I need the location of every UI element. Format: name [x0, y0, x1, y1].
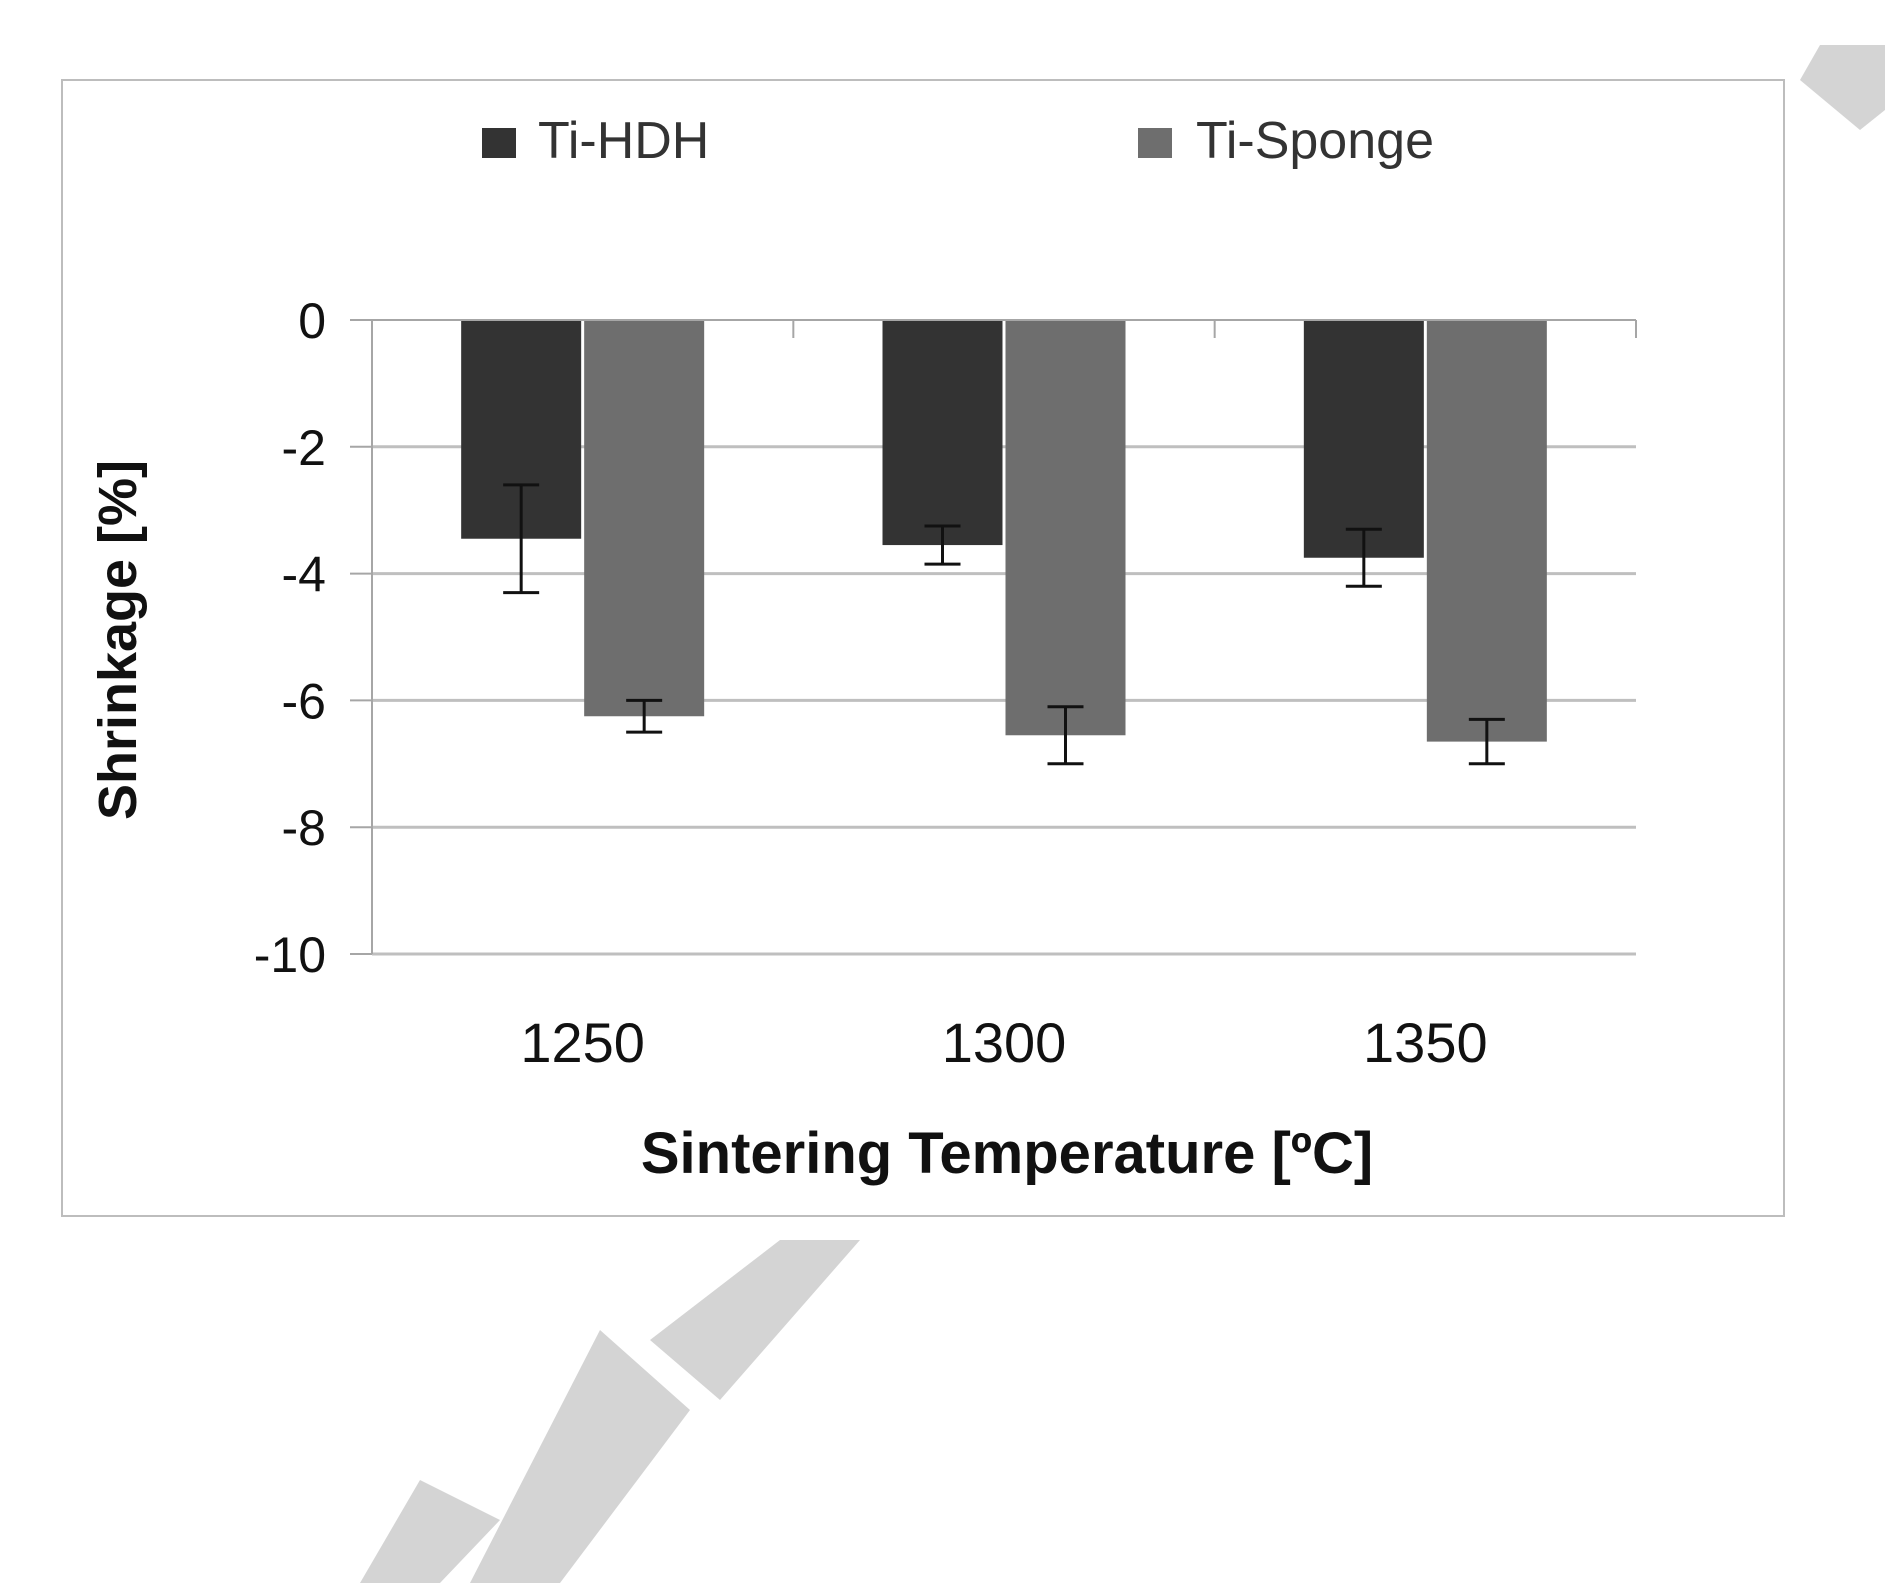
- y-axis-title: Shrinkage [%]: [88, 460, 148, 820]
- error-bar-ti-sponge-1250: [626, 698, 663, 734]
- x-axis-title: Sintering Temperature [ºC]: [641, 1121, 1373, 1186]
- watermark: [360, 45, 1885, 1583]
- y-tick-label: -10: [254, 927, 326, 983]
- axes: [350, 319, 1637, 955]
- x-tick-labels: 1250 1300 1350: [520, 1011, 1487, 1074]
- bars: [461, 320, 1547, 742]
- error-bar-ti-sponge-1350: [1468, 717, 1505, 766]
- y-tick-label: -2: [282, 420, 326, 476]
- bar-ti-hdh-1300: [882, 320, 1003, 546]
- error-bar-ti-hdh-1300: [924, 524, 961, 566]
- legend-swatch-ti-sponge: [1138, 128, 1172, 158]
- y-tick-label: -4: [282, 547, 326, 603]
- error-bar-ti-hdh-1250: [503, 483, 540, 595]
- legend-swatch-ti-hdh: [482, 128, 516, 158]
- legend-label-ti-sponge: Ti-Sponge: [1196, 112, 1434, 170]
- x-tick-label: 1350: [1363, 1011, 1488, 1074]
- y-tick-label: 0: [298, 293, 326, 349]
- y-tick-label: -8: [282, 800, 326, 856]
- legend-label-ti-hdh: Ti-HDH: [538, 112, 709, 170]
- bar-ti-hdh-1350: [1303, 320, 1424, 558]
- gridlines: [372, 445, 1636, 956]
- error-bar-ti-hdh-1350: [1345, 527, 1382, 588]
- bar-ti-sponge-1350: [1426, 320, 1547, 742]
- bar-ti-sponge-1250: [584, 320, 705, 717]
- bar-ti-sponge-1300: [1005, 320, 1126, 736]
- x-tick-label: 1300: [942, 1011, 1067, 1074]
- error-bars: [503, 483, 1505, 766]
- x-tick-label: 1250: [520, 1011, 645, 1074]
- y-tick-label: -6: [282, 673, 326, 729]
- legend: Ti-HDH Ti-Sponge: [482, 112, 1434, 170]
- y-tick-labels: 0 -2 -4 -6 -8 -10: [254, 293, 326, 983]
- error-bar-ti-sponge-1300: [1047, 705, 1084, 766]
